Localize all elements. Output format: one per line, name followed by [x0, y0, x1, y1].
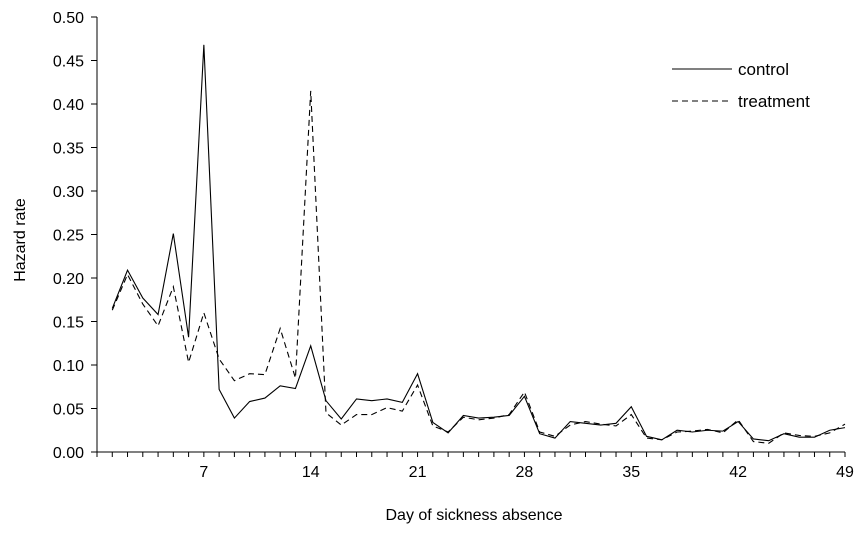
y-tick-label: 0.20: [53, 271, 84, 288]
y-tick-label: 0.35: [53, 141, 84, 158]
x-axis-title: Day of sickness absence: [386, 507, 563, 524]
x-tick-label: 7: [199, 464, 208, 481]
y-tick-label: 0.50: [53, 10, 84, 27]
series-line-control: [111, 44, 846, 442]
y-axis-title: Hazard rate: [12, 198, 29, 282]
y-tick-label: 0.30: [53, 184, 84, 201]
y-tick-label: 0.00: [53, 445, 84, 462]
y-tick-label: 0.15: [53, 315, 84, 332]
y-axis-ticks: 0.00 0.05 0.10 0.15 0.20 0.25 0.30 0.35 0.40 0.45…: [53, 10, 97, 462]
y-tick-label: 0.10: [53, 358, 84, 375]
series-line-treatment: [111, 90, 846, 444]
legend-label-treatment: treatment: [738, 92, 810, 111]
x-tick-label: 49: [836, 464, 854, 481]
x-tick-label: 21: [409, 464, 427, 481]
series-lines: [111, 44, 846, 444]
legend-label-control: control: [738, 60, 789, 79]
x-tick-label: 14: [302, 464, 320, 481]
y-tick-label: 0.45: [53, 54, 84, 71]
x-tick-label: 28: [516, 464, 534, 481]
x-tick-label: 42: [729, 464, 747, 481]
legend: control treatment: [672, 60, 810, 111]
x-tick-label: 35: [622, 464, 640, 481]
y-tick-label: 0.25: [53, 228, 84, 245]
x-axis-ticks: 7 14 21 28 35 42 49: [96, 452, 854, 481]
y-tick-label: 0.05: [53, 402, 84, 419]
y-tick-label: 0.40: [53, 97, 84, 114]
plot-area: 0.00 0.05 0.10 0.15 0.20 0.25 0.30 0.35 0.40 0.45…: [53, 10, 854, 481]
